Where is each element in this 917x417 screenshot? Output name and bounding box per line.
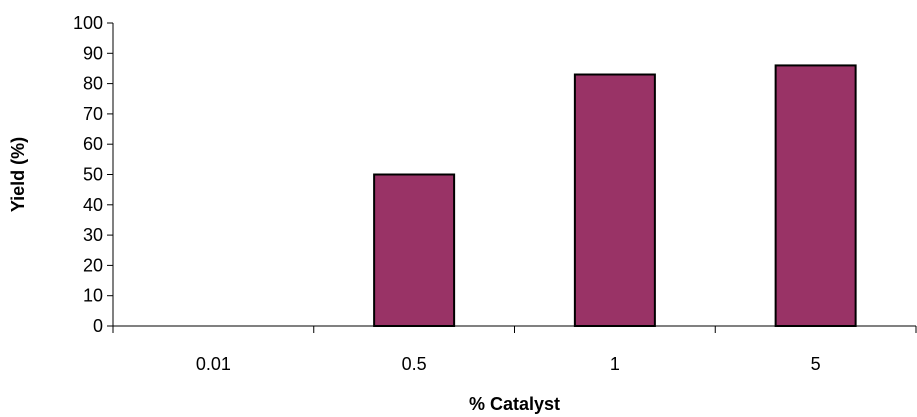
y-tick-label: 30	[83, 225, 103, 245]
y-tick-label: 10	[83, 286, 103, 306]
x-tick-label: 1	[610, 354, 620, 374]
y-tick-label: 0	[93, 316, 103, 336]
x-tick-label: 0.5	[402, 354, 427, 374]
bar-0.5	[373, 173, 456, 327]
y-tick-label: 20	[83, 255, 103, 275]
y-axis: 0 10 20 30 40 50 60 70 80 90 100	[73, 13, 114, 336]
y-tick-label: 40	[83, 195, 103, 215]
y-axis-title: Yield (%)	[8, 137, 28, 212]
y-tick-label: 100	[73, 13, 103, 33]
x-tick-label: 5	[811, 354, 821, 374]
y-tick-label: 80	[83, 74, 103, 94]
y-tick-label: 90	[83, 43, 103, 63]
bar-1	[573, 73, 656, 328]
y-tick-label: 70	[83, 104, 103, 124]
bar-5	[774, 64, 857, 327]
x-axis-title: % Catalyst	[469, 394, 560, 414]
y-tick-label: 50	[83, 165, 103, 185]
y-tick-label: 60	[83, 134, 103, 154]
x-axis: 0.01 0.5 1 5	[112, 325, 917, 374]
bars	[373, 64, 857, 328]
x-tick-label: 0.01	[196, 354, 231, 374]
